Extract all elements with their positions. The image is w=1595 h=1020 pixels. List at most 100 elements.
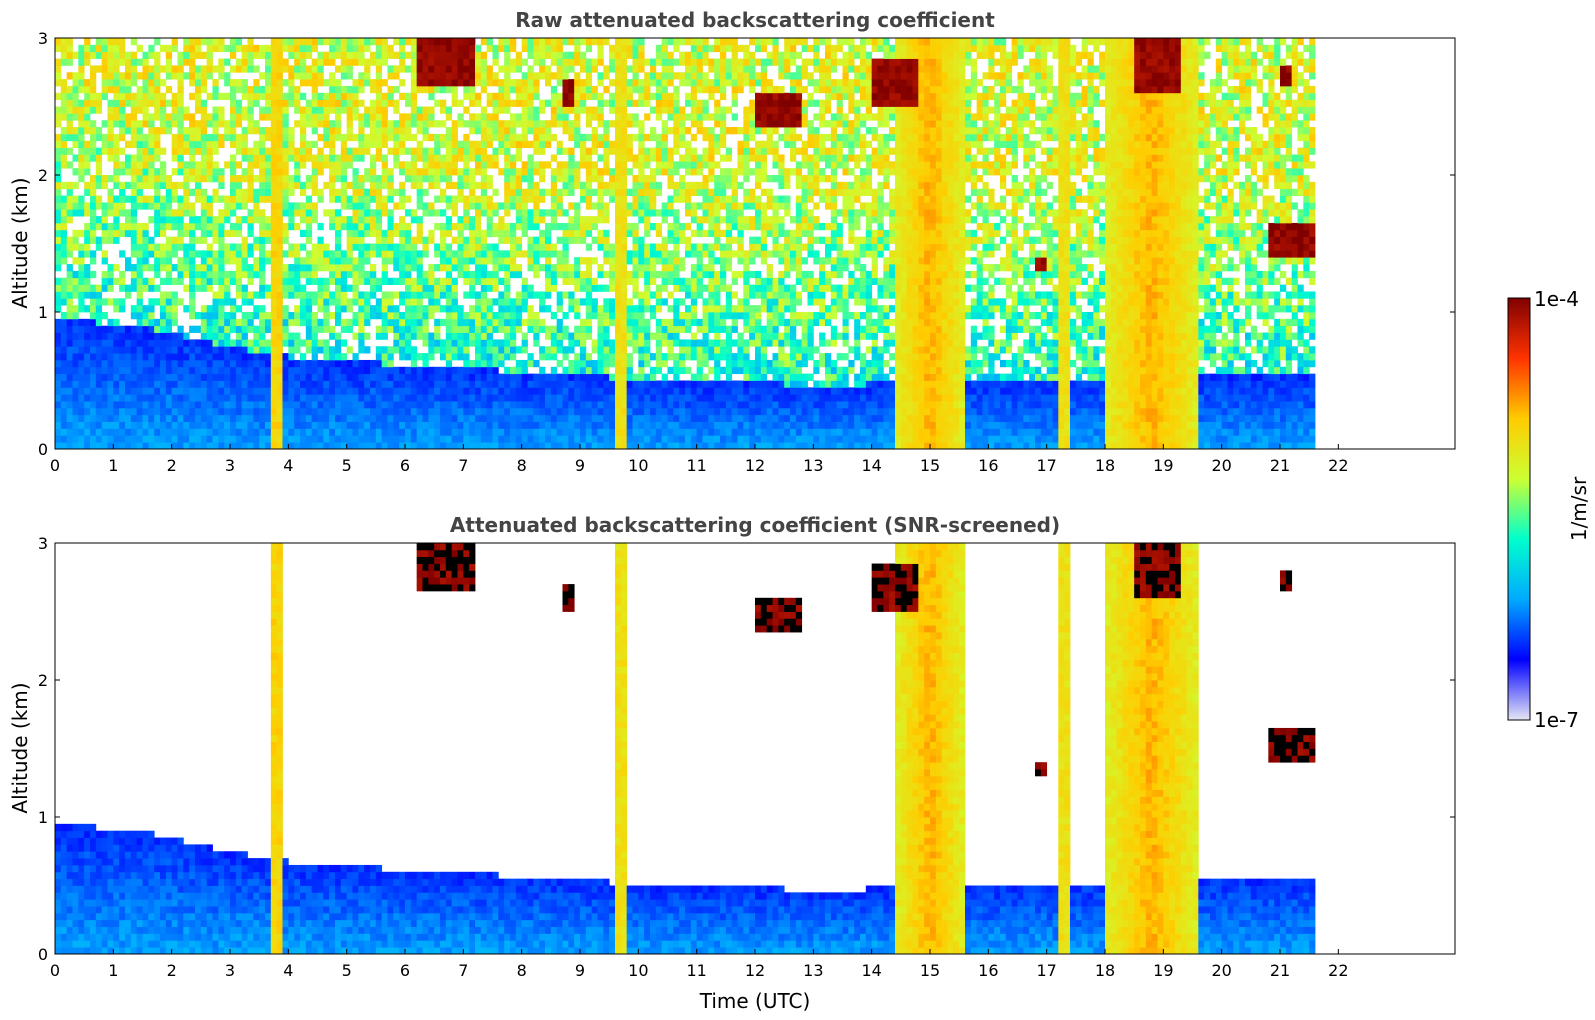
heatmap-cell <box>78 325 85 333</box>
heatmap-cell <box>55 373 62 381</box>
heatmap-cell <box>352 353 359 361</box>
heatmap-cell <box>247 58 254 66</box>
heatmap-cell <box>568 401 575 409</box>
heatmap-cell <box>224 79 231 87</box>
heatmap-cell <box>305 442 313 450</box>
heatmap-cell <box>130 133 138 142</box>
heatmap-cell <box>253 325 260 333</box>
heatmap-cell <box>288 175 295 183</box>
heatmap-cell <box>533 257 540 265</box>
heatmap-cell <box>370 270 377 279</box>
heatmap-cell <box>224 401 231 409</box>
heatmap-cell <box>55 401 62 409</box>
heatmap-cell <box>230 44 237 53</box>
heatmap-cell <box>399 120 406 128</box>
heatmap-cell <box>200 222 208 231</box>
heatmap-cell <box>171 236 178 244</box>
heatmap-cell <box>358 250 365 258</box>
heatmap-cell <box>189 127 196 135</box>
heatmap-cell <box>638 188 645 196</box>
heatmap-cell <box>451 65 458 73</box>
heatmap-cell <box>434 51 441 59</box>
heatmap-cell <box>585 147 593 155</box>
heatmap-cell <box>276 257 283 265</box>
heatmap-cell <box>615 339 622 347</box>
heatmap-cell <box>632 44 639 53</box>
heatmap-cell <box>358 58 365 66</box>
heatmap-cell <box>638 147 645 155</box>
heatmap-cell <box>638 38 645 46</box>
heatmap-cell <box>212 407 219 416</box>
heatmap-cell <box>463 312 470 320</box>
heatmap-cell <box>405 113 412 121</box>
heatmap-cell <box>212 339 219 347</box>
heatmap-cell <box>498 92 505 101</box>
heatmap-cell <box>311 298 318 306</box>
heatmap-cell <box>585 407 593 416</box>
heatmap-cell <box>370 222 377 231</box>
heatmap-cell <box>177 298 184 306</box>
heatmap-cell <box>230 133 237 142</box>
heatmap-cell <box>574 366 581 375</box>
heatmap-cell <box>428 428 435 436</box>
heatmap-cell <box>125 428 132 436</box>
heatmap-cell <box>55 414 62 422</box>
heatmap-cell <box>416 175 423 183</box>
heatmap-cell <box>480 305 488 313</box>
heatmap-cell <box>177 257 184 265</box>
heatmap-cell <box>562 243 569 251</box>
heatmap-cell <box>510 236 517 244</box>
heatmap-cell <box>521 188 528 196</box>
heatmap-cell <box>230 99 237 107</box>
heatmap-cell <box>521 407 528 416</box>
heatmap-cell <box>241 380 248 388</box>
heatmap-cell <box>364 291 371 299</box>
heatmap-cell <box>498 147 505 155</box>
heatmap-cell <box>305 147 313 155</box>
heatmap-cell <box>440 38 447 46</box>
heatmap-cell <box>574 257 581 265</box>
heatmap-cell <box>259 332 266 340</box>
heatmap-cell <box>492 229 499 238</box>
heatmap-cell <box>329 38 336 46</box>
heatmap-cell <box>510 298 517 306</box>
heatmap-cell <box>317 133 324 142</box>
heatmap-cell <box>504 222 511 231</box>
heatmap-cell <box>107 264 114 272</box>
heatmap-cell <box>154 85 161 94</box>
heatmap-cell <box>445 72 453 80</box>
heatmap-cell <box>352 428 359 436</box>
heatmap-cell <box>615 195 622 203</box>
heatmap-cell <box>399 44 406 53</box>
heatmap-cell <box>515 120 523 128</box>
heatmap-cell <box>615 373 622 381</box>
heatmap-cell <box>55 291 62 299</box>
heatmap-cell <box>294 339 301 347</box>
heatmap-cell <box>440 65 447 73</box>
heatmap-cell <box>615 332 622 340</box>
heatmap-cell <box>370 38 377 46</box>
heatmap-cell <box>101 435 108 443</box>
heatmap-cell <box>230 407 237 416</box>
heatmap-cell <box>305 236 313 244</box>
heatmap-cell <box>119 277 126 285</box>
heatmap-cell <box>597 188 604 196</box>
heatmap-cell <box>335 394 342 402</box>
heatmap-cell <box>148 380 155 388</box>
heatmap-cell <box>416 85 423 94</box>
heatmap-cell <box>107 99 114 107</box>
heatmap-cell <box>241 435 248 443</box>
heatmap-cell <box>591 394 598 402</box>
heatmap-cell <box>510 380 517 388</box>
heatmap-cell <box>416 401 423 409</box>
heatmap-cell <box>533 202 540 210</box>
heatmap-cell <box>620 346 628 354</box>
heatmap-cell <box>90 373 97 381</box>
heatmap-cell <box>591 168 598 176</box>
heatmap-cell <box>340 284 348 292</box>
heatmap-cell <box>387 120 394 128</box>
heatmap-cell <box>259 277 266 285</box>
heatmap-cell <box>90 229 97 238</box>
heatmap-cell <box>265 161 272 169</box>
heatmap-cell <box>364 38 371 46</box>
